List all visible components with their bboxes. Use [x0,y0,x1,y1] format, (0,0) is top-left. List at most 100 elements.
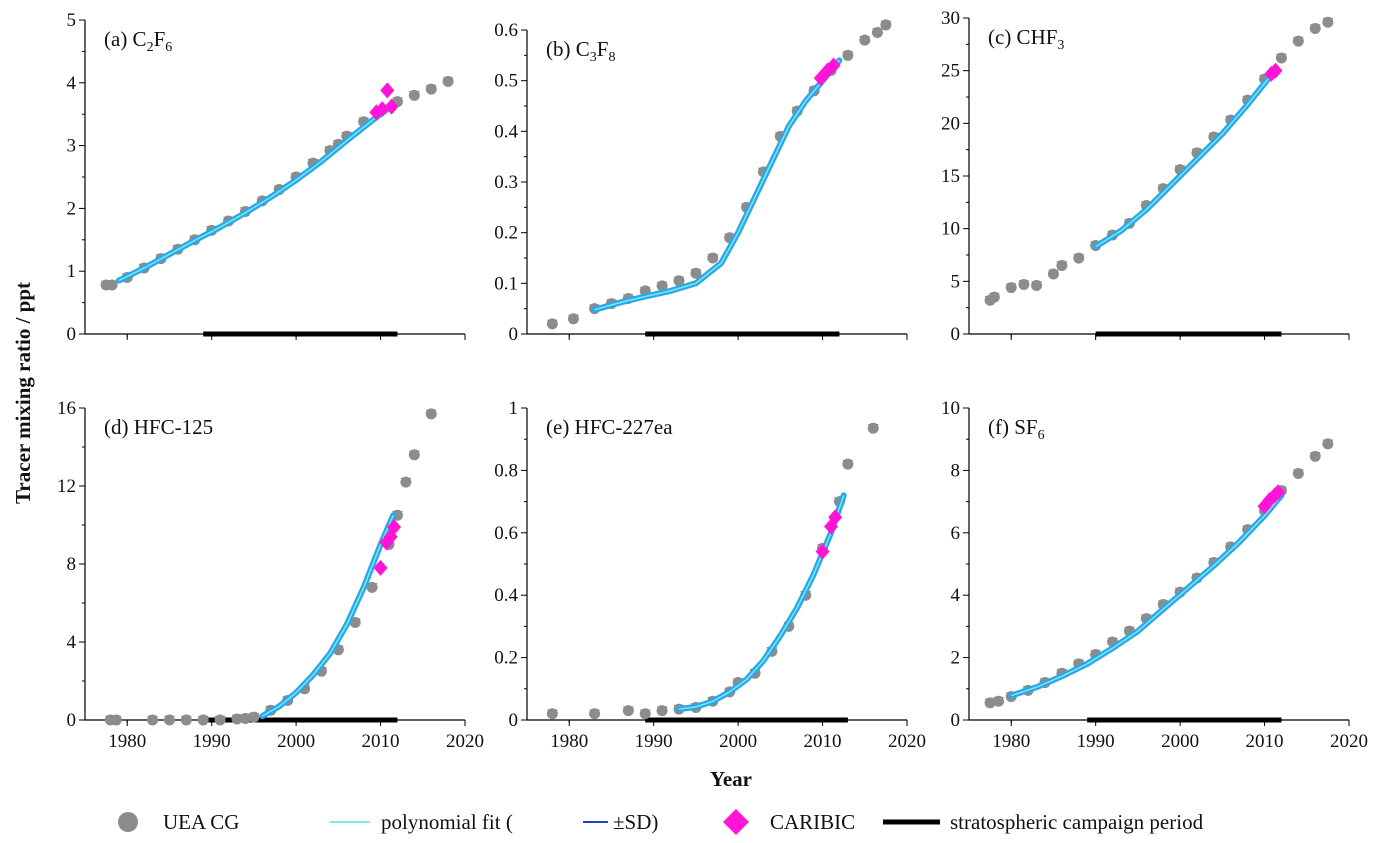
caribic-point [815,543,830,560]
y-tick-label: 0 [509,324,519,345]
panel-title: (b) C3F8 [546,37,615,65]
uea-point [622,705,634,717]
y-tick-label: 0.4 [494,121,518,142]
uea-point [1018,278,1030,290]
fit-line [1095,72,1274,248]
x-tick-label: 1990 [193,731,231,752]
uea-point [656,705,668,717]
uea-point [984,697,996,709]
fit-sd-band [591,57,843,313]
uea-point [1056,260,1068,272]
y-tick-label: 1 [67,261,77,282]
y-tick-label: 5 [67,10,77,31]
uea-point [567,313,579,325]
x-tick-label: 2010 [804,731,842,752]
x-tick-label: 2000 [277,731,315,752]
uea-point [442,76,454,88]
uea-point [214,714,226,726]
uea-point [425,408,437,420]
y-tick-label: 4 [67,632,77,653]
x-tick-label: 2010 [362,731,400,752]
y-tick-label: 0.5 [494,71,518,92]
y-tick-label: 12 [57,476,76,497]
uea-point [1073,252,1085,264]
uea-point [408,89,420,101]
uea-point [425,83,437,95]
uea-point [1005,282,1017,294]
y-tick-label: 8 [951,460,961,481]
uea-point [197,714,209,726]
caribic-point [387,518,402,535]
y-tick-label: 5 [951,271,961,292]
uea-point [656,280,668,292]
y-tick-label: 0 [951,710,961,731]
y-tick-label: 2 [67,198,77,219]
y-tick-label: 4 [951,585,961,606]
uea-point [1322,438,1334,450]
uea-point [1031,280,1043,292]
fit-line [118,107,390,282]
panel-title-subscript: 8 [608,50,615,65]
y-tick-label: 10 [941,398,960,419]
legend-caribic-marker [723,809,749,835]
panel-title-text: (e) HFC-227ea [546,415,673,439]
uea-point [163,714,175,726]
y-tick-label: 0.3 [494,172,518,193]
x-tick-label: 1980 [550,731,588,752]
caribic-point [373,559,388,576]
fit-sd-band [676,492,847,713]
legend: UEA CG polynomial fit ( ±SD) CARIBIC str… [118,809,1204,835]
uea-point [1322,16,1334,28]
x-tick-label: 2010 [1246,731,1284,752]
y-tick-label: 25 [941,61,960,82]
panel-title-text: (d) HFC-125 [104,415,213,439]
uea-point [1309,23,1321,35]
y-tick-label: 10 [941,219,960,240]
uea-point [589,708,601,720]
panel-title-subscript: 3 [1057,38,1064,53]
y-tick-label: 15 [941,166,960,187]
legend-caribic-label: CARIBIC [770,810,855,834]
caribic-point [1268,62,1283,79]
y-tick-label: 0 [67,710,77,731]
y-tick-label: 30 [941,8,960,29]
uea-point [707,252,719,264]
x-tick-label: 1980 [992,731,1030,752]
y-tick-label: 0.2 [494,223,518,244]
uea-point [842,458,854,470]
panel-d: 0 4 8 12 16 1980 1990 2000 2010 2020 (d) HFC-125 [57,398,484,752]
fit-line [1010,494,1282,697]
uea-point [248,711,260,723]
x-tick-label: 2020 [446,731,484,752]
y-tick-label: 16 [57,398,76,419]
legend-uea-marker [118,812,138,832]
panel-title-subscript: 6 [165,40,172,55]
legend-sd-label: ±SD) [613,810,658,834]
panel-title-text: (b) C [546,37,590,61]
uea-point [1275,52,1287,64]
panel-title-text: (c) CHF [988,25,1057,49]
fit-line [261,515,394,717]
x-axis-title: Year [710,767,752,791]
legend-campaign-label: stratospheric campaign period [950,810,1204,834]
caribic-point [384,98,399,115]
x-tick-label: 2020 [888,731,926,752]
caribic-point [375,101,390,118]
uea-point [1309,450,1321,462]
caribic-point [826,57,841,74]
y-tick-label: 8 [67,554,77,575]
panel-title: (e) HFC-227ea [546,415,673,439]
uea-point [1047,268,1059,280]
y-tick-label: 0.8 [494,460,518,481]
uea-point [1292,468,1304,480]
uea-point [400,476,412,488]
uea-point [871,27,883,39]
uea-point [106,279,118,291]
x-tick-label: 1980 [108,731,146,752]
uea-point [988,291,1000,303]
panel-e: 0 0.2 0.4 0.6 0.8 1 1980 1990 2000 2010 2020 (e) HF… [494,398,926,752]
uea-point [366,581,378,593]
y-tick-label: 0.1 [494,273,518,294]
